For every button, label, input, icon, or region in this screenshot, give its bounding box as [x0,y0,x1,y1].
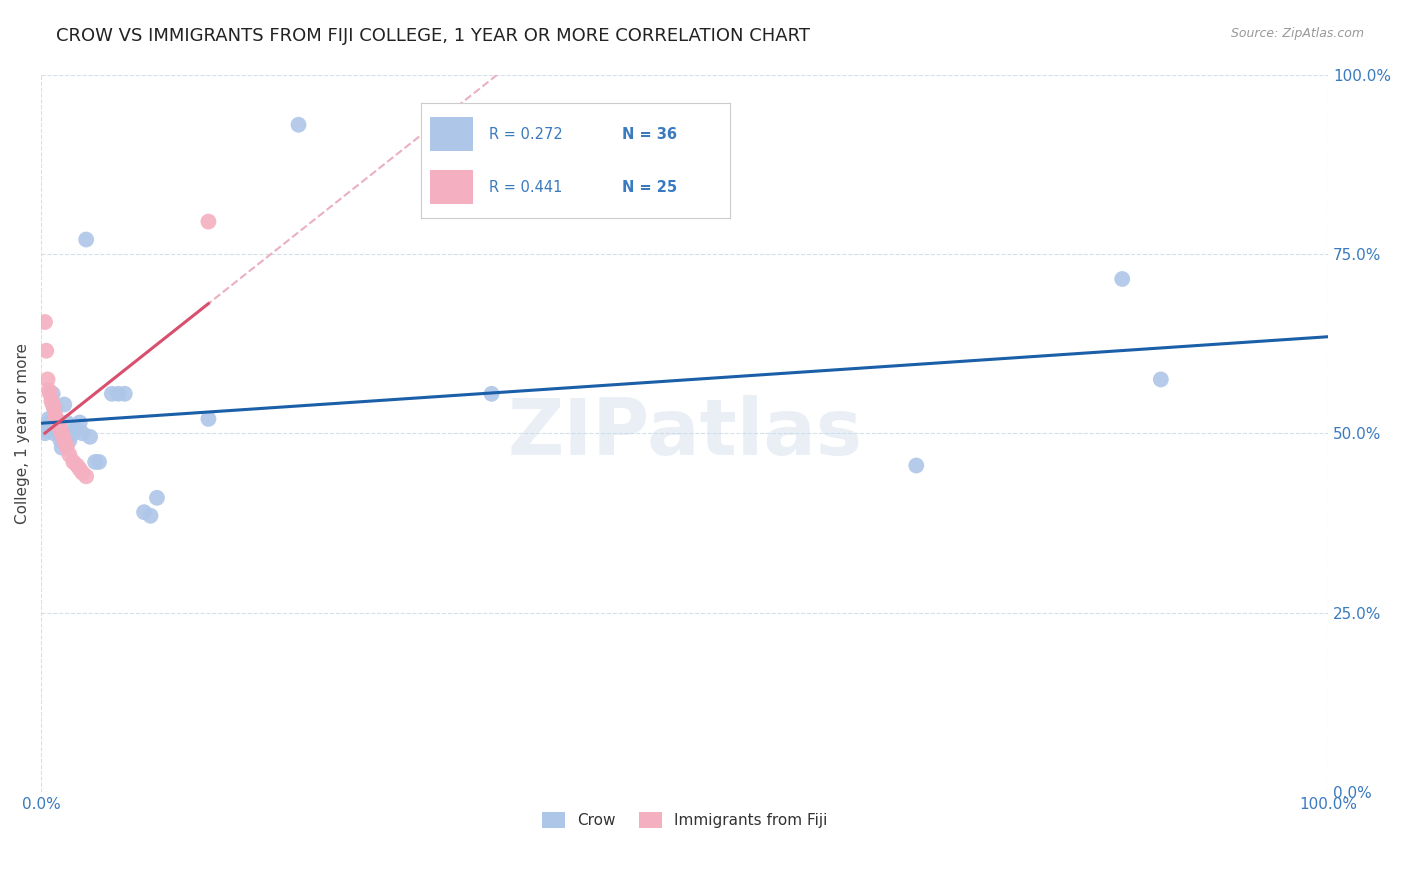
Point [101,386,124,401]
Point [58,448,80,462]
Point [84,455,107,469]
Point [48,426,70,441]
Point [66,458,89,473]
Point [34,315,56,329]
Point [48,419,70,434]
Point [58,434,80,448]
Point [38,412,60,426]
Text: CROW VS IMMIGRANTS FROM FIJI COLLEGE, 1 YEAR OR MORE CORRELATION CHART: CROW VS IMMIGRANTS FROM FIJI COLLEGE, 1 … [56,27,810,45]
Point [139,508,162,523]
Point [107,386,129,401]
Point [42,401,65,416]
Point [52,430,75,444]
Point [72,426,94,441]
Point [34,426,56,441]
Point [53,434,76,448]
Point [41,398,63,412]
Point [905,458,928,473]
Point [1111,272,1133,286]
Point [51,441,73,455]
Point [41,419,63,434]
Point [44,409,66,423]
Point [75,469,97,483]
Point [287,118,309,132]
Point [132,505,155,519]
Y-axis label: College, 1 year or more: College, 1 year or more [15,343,30,524]
Point [38,383,60,397]
Text: Source: ZipAtlas.com: Source: ZipAtlas.com [1230,27,1364,40]
Point [39,386,62,401]
Point [69,462,91,476]
Point [87,455,110,469]
Point [46,416,69,430]
Point [56,441,79,455]
Point [45,423,67,437]
Point [37,423,59,437]
Point [72,466,94,480]
Point [41,386,63,401]
Point [65,423,87,437]
Point [45,412,67,426]
Point [35,343,58,358]
Point [62,426,84,441]
Point [41,394,63,409]
Point [42,426,65,441]
Point [55,437,77,451]
Point [79,430,101,444]
Point [146,491,169,505]
Point [49,434,72,448]
Point [69,416,91,430]
Point [481,386,503,401]
Text: ZIPatlas: ZIPatlas [508,395,862,471]
Point [1150,372,1173,386]
Point [56,416,79,430]
Point [51,426,73,441]
Point [44,401,66,416]
Point [39,416,62,430]
Legend: Crow, Immigrants from Fiji: Crow, Immigrants from Fiji [536,806,834,835]
Point [53,398,76,412]
Point [197,412,219,426]
Point [37,372,59,386]
Point [114,386,136,401]
Point [75,233,97,247]
Point [197,214,219,228]
Point [62,455,84,469]
Point [46,416,69,430]
Point [49,423,72,437]
